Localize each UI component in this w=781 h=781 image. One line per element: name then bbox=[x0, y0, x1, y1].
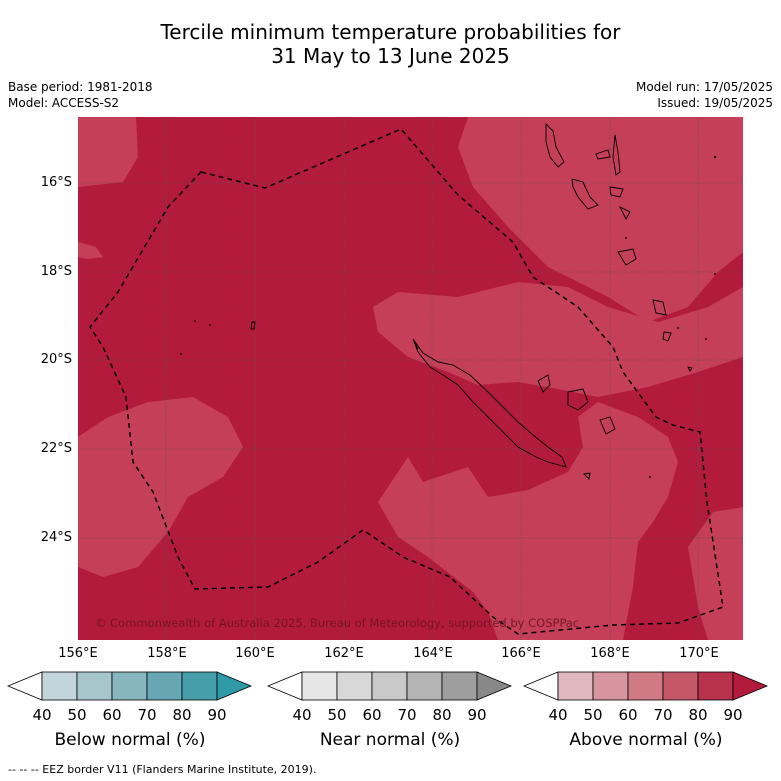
lon-label-162e: 162°E bbox=[324, 646, 364, 661]
graticule bbox=[78, 117, 743, 640]
probability-contours bbox=[78, 117, 743, 640]
model-run: Model run: 17/05/2025 bbox=[635, 80, 773, 94]
belep-island bbox=[413, 340, 419, 350]
copyright-notice: © Commonwealth of Australia 2025, Bureau… bbox=[95, 616, 579, 630]
contour-north-west bbox=[78, 117, 138, 187]
pentecost-island bbox=[612, 134, 621, 176]
map-title-line-1: Tercile minimum temperature probabilitie… bbox=[160, 20, 621, 44]
small-islets bbox=[180, 155, 717, 478]
issued-date: Issued: 19/05/2025 bbox=[657, 96, 773, 110]
lat-label-20s: 20°S bbox=[40, 352, 72, 367]
model-name: Model: ACCESS-S2 bbox=[8, 96, 120, 110]
eez-border bbox=[89, 128, 724, 635]
meta-right: Model run: 17/05/2025 Issued: 19/05/2025 bbox=[636, 79, 773, 111]
isle-of-pines bbox=[583, 472, 591, 480]
lon-label-170e: 170°E bbox=[679, 646, 719, 661]
lon-label-168e: 168°E bbox=[590, 646, 630, 661]
legend-near-title: Near normal (%) bbox=[319, 730, 461, 750]
contour-south-center bbox=[378, 402, 678, 640]
lon-label-164e: 164°E bbox=[413, 646, 453, 661]
lon-label-160e: 160°E bbox=[235, 646, 275, 661]
chesterfield-islet bbox=[250, 321, 256, 330]
epi-island bbox=[618, 205, 631, 220]
mare-island bbox=[599, 416, 616, 435]
ouvea-island bbox=[537, 374, 551, 393]
lat-label-16s: 16°S bbox=[40, 175, 72, 190]
erromango-island bbox=[617, 248, 637, 266]
lat-label-24s: 24°S bbox=[40, 530, 72, 545]
legend-below-title: Below normal (%) bbox=[54, 730, 206, 750]
coastlines bbox=[250, 122, 693, 480]
malekula-island bbox=[571, 178, 599, 210]
tanna-island bbox=[652, 299, 667, 316]
contour-south-east bbox=[688, 507, 743, 640]
lon-label-166e: 166°E bbox=[501, 646, 541, 661]
new-caledonia-island bbox=[412, 338, 567, 468]
lifou-island bbox=[567, 388, 589, 411]
ambae-island bbox=[595, 149, 611, 160]
espiritu-santo-island bbox=[545, 122, 565, 168]
legend-above-title: Above normal (%) bbox=[569, 730, 723, 750]
meta-left: Base period: 1981-2018 Model: ACCESS-S2 bbox=[8, 79, 153, 111]
eez-footnote: -- -- -- EEZ border V11 (Flanders Marine… bbox=[8, 763, 317, 776]
contour-north-east bbox=[458, 117, 743, 322]
contour-south-west bbox=[78, 397, 243, 577]
map-title-line-2: 31 May to 13 June 2025 bbox=[271, 44, 510, 68]
lon-label-158e: 158°E bbox=[147, 646, 187, 661]
lat-label-18s: 18°S bbox=[40, 264, 72, 279]
legend-near-normal-colorbar bbox=[266, 671, 513, 701]
matthew-island bbox=[687, 366, 693, 372]
lon-label-156e: 156°E bbox=[58, 646, 98, 661]
legend-above-normal-colorbar bbox=[522, 671, 769, 701]
contour-west-edge bbox=[78, 242, 103, 259]
lat-label-22s: 22°S bbox=[40, 441, 72, 456]
efate-island bbox=[609, 186, 624, 198]
aneityum-island bbox=[662, 331, 672, 342]
probability-map[interactable]: © Commonwealth of Australia 2025, Bureau… bbox=[78, 117, 743, 640]
contour-east-center bbox=[373, 282, 743, 397]
legend-below-normal-colorbar bbox=[6, 671, 253, 701]
base-period: Base period: 1981-2018 bbox=[8, 80, 153, 94]
